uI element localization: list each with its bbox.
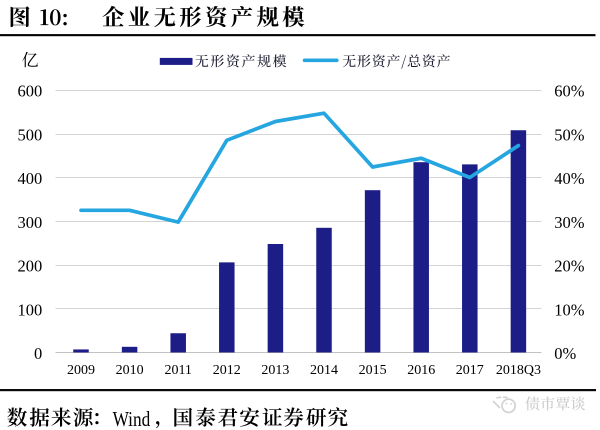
svg-text:2017: 2017 — [456, 363, 484, 378]
svg-text:2009: 2009 — [67, 363, 95, 378]
svg-text:200: 200 — [18, 257, 43, 276]
svg-text:500: 500 — [18, 125, 43, 144]
svg-text:2018Q3: 2018Q3 — [496, 363, 541, 378]
svg-text:0: 0 — [34, 344, 42, 363]
svg-text:10%: 10% — [554, 300, 585, 319]
svg-text:400: 400 — [18, 169, 43, 188]
svg-text:2016: 2016 — [407, 363, 435, 378]
svg-text:50%: 50% — [554, 125, 585, 144]
svg-text:30%: 30% — [554, 213, 585, 232]
svg-text:0%: 0% — [554, 344, 576, 363]
svg-text:60%: 60% — [554, 82, 585, 101]
svg-text:20%: 20% — [554, 257, 585, 276]
svg-text:Wind: Wind — [113, 407, 151, 430]
svg-text:2010: 2010 — [116, 363, 144, 378]
svg-text:40%: 40% — [554, 169, 585, 188]
svg-text:2015: 2015 — [359, 363, 387, 378]
svg-text:100: 100 — [18, 300, 43, 319]
svg-text:2014: 2014 — [310, 363, 338, 378]
svg-text:2012: 2012 — [213, 363, 241, 378]
svg-text:2011: 2011 — [164, 363, 191, 378]
svg-text:300: 300 — [18, 213, 43, 232]
svg-text:600: 600 — [18, 82, 43, 101]
svg-text:2013: 2013 — [261, 363, 289, 378]
